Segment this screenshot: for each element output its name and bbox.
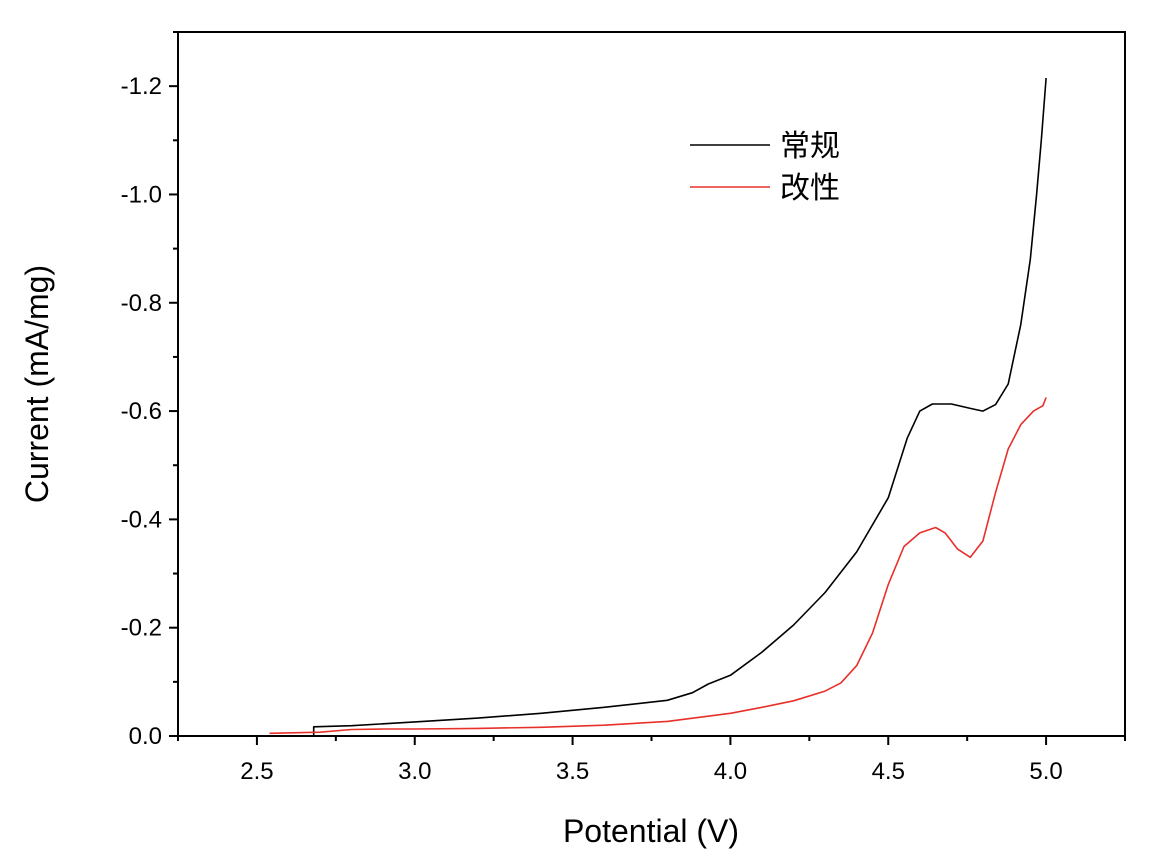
- x-tick-label: 5.0: [1029, 758, 1062, 785]
- y-tick-label: -1.0: [121, 181, 162, 208]
- series-layer: [269, 77, 1047, 736]
- x-axis-ticks: 2.5 3.0 3.5 4.0 4.5 5.0: [177, 736, 1126, 785]
- x-axis-title: Potential (V): [563, 813, 739, 849]
- y-tick-label: -0.2: [121, 615, 162, 642]
- legend-label: 常规: [780, 129, 840, 164]
- y-tick-label: -0.4: [121, 506, 162, 533]
- x-tick-label: 4.5: [872, 758, 905, 785]
- x-tick-label: 2.5: [240, 758, 273, 785]
- y-tick-label: -1.2: [121, 73, 162, 100]
- y-tick-label: -0.8: [121, 290, 162, 317]
- y-axis-ticks: 0.0 -0.2 -0.4 -0.6 -0.8 -1.0 -1.2: [121, 31, 178, 750]
- series-line-2: [269, 397, 1047, 735]
- plot-frame: [177, 31, 1126, 737]
- series-line-1: [312, 77, 1047, 736]
- y-tick-label: -0.6: [121, 398, 162, 425]
- legend-label: 改性: [780, 171, 840, 206]
- y-tick-label: 0.0: [129, 723, 162, 750]
- x-tick-label: 3.5: [556, 758, 589, 785]
- x-tick-label: 3.0: [398, 758, 431, 785]
- y-axis-title: Current (mA/mg): [19, 265, 55, 503]
- x-tick-label: 4.0: [714, 758, 747, 785]
